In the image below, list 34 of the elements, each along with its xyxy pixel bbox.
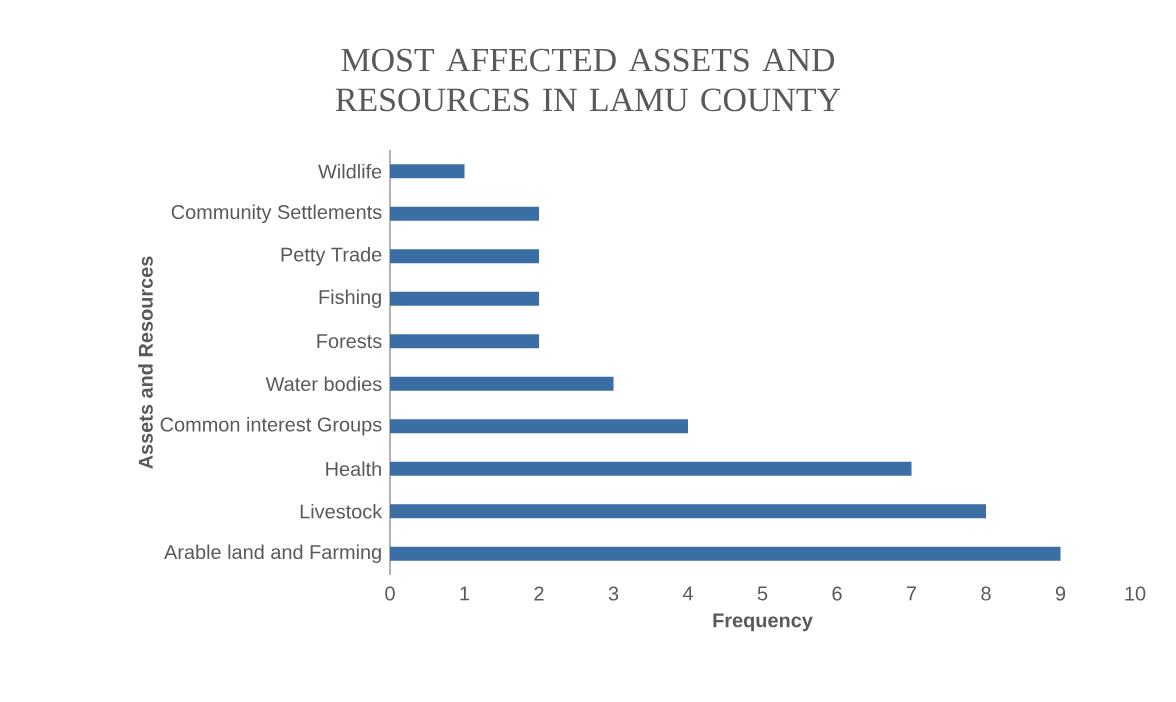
bar (390, 376, 614, 391)
x-tick-label: 6 (832, 586, 842, 601)
y-tick-label: Common interest Groups (160, 416, 382, 436)
y-axis-title: Assets and Resources (138, 256, 153, 469)
x-tick-label: 4 (682, 586, 693, 601)
y-tick-label: Forests (317, 334, 382, 349)
x-tick-label: 3 (608, 586, 619, 601)
bar (390, 206, 540, 221)
x-tick-label: 8 (981, 586, 991, 601)
bar (390, 249, 540, 264)
y-tick-label: Water bodies (265, 376, 382, 392)
x-tick-label: 2 (534, 586, 544, 601)
y-tick-label: Petty Trade (281, 246, 382, 266)
bar (390, 504, 987, 519)
x-axis-title: Frequency (713, 613, 813, 632)
bar (390, 461, 912, 476)
bar (390, 291, 540, 306)
x-tick-label: 10 (1125, 586, 1146, 601)
y-tick-label: Livestock (300, 503, 383, 519)
x-tick-label: 0 (385, 586, 395, 601)
x-tick-label: 1 (460, 586, 470, 601)
y-tick-label: Wildlife (318, 163, 382, 179)
y-tick-label: Health (326, 461, 381, 477)
x-tick-label: 9 (1055, 586, 1066, 601)
bar (390, 164, 465, 179)
bar (390, 546, 1061, 561)
x-tick-label: 5 (757, 586, 768, 601)
y-tick-label: Fishing (319, 289, 381, 309)
y-tick-label: Arable land and Farming (164, 544, 381, 564)
x-tick-label: 7 (906, 586, 917, 601)
chart-title: MOST AFFECTED ASSETS AND RESOURCES IN LAMU COUNTY (335, 48, 841, 112)
bar (390, 419, 689, 434)
bar (390, 334, 540, 349)
y-tick-label: Community Settlements (171, 204, 382, 224)
